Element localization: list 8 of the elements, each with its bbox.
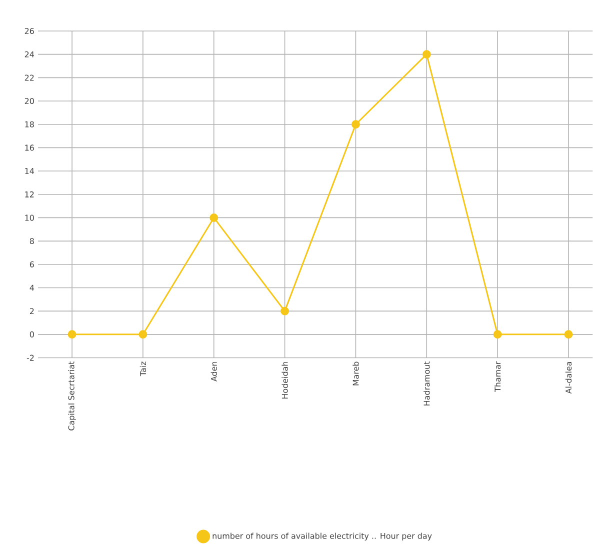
point <box>422 50 431 58</box>
point <box>210 213 218 222</box>
point <box>68 330 76 339</box>
point <box>138 330 148 339</box>
point <box>564 330 573 339</box>
point <box>280 306 290 316</box>
point <box>493 330 502 339</box>
point <box>351 120 360 128</box>
